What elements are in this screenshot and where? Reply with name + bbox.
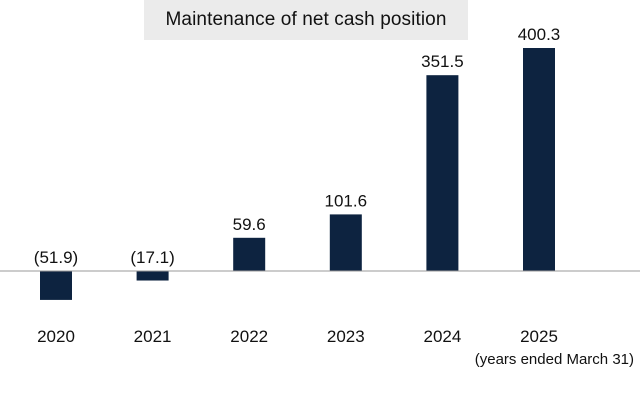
x-tick-label-2022: 2022 <box>230 327 268 346</box>
data-label-2021: (17.1) <box>130 248 174 267</box>
bar-2023 <box>329 214 362 271</box>
chart-title-box: Maintenance of net cash position <box>144 0 468 40</box>
x-tick-label-2025: 2025 <box>520 327 558 346</box>
data-label-2024: 351.5 <box>421 52 464 71</box>
x-tick-label-2021: 2021 <box>134 327 172 346</box>
data-label-2020: (51.9) <box>34 248 78 267</box>
bar-2022 <box>233 237 266 271</box>
data-label-2023: 101.6 <box>325 191 368 210</box>
x-tick-label-2024: 2024 <box>423 327 461 346</box>
bar-2024 <box>426 75 459 271</box>
bar-2021 <box>136 271 169 281</box>
x-tick-label-2023: 2023 <box>327 327 365 346</box>
bar-2025 <box>523 48 555 271</box>
x-tick-label-2020: 2020 <box>37 327 75 346</box>
chart-title: Maintenance of net cash position <box>165 9 447 30</box>
bar-2020 <box>40 271 72 300</box>
data-label-2022: 59.6 <box>233 215 266 234</box>
data-label-2025: 400.3 <box>518 25 561 44</box>
axis-note: (years ended March 31) <box>474 351 634 368</box>
